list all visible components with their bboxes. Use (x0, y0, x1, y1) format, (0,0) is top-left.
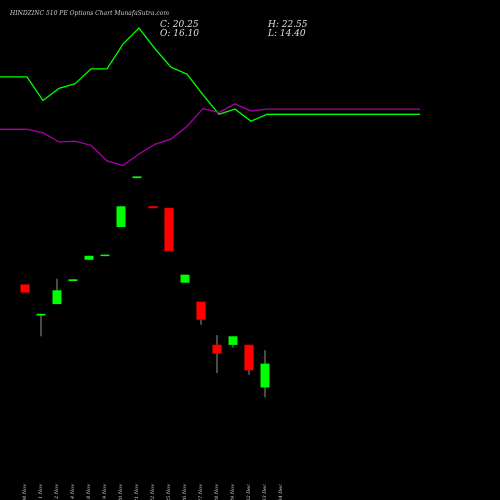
x-tick-label: 22 Nov (150, 484, 156, 500)
open-value: O: 16.10 (160, 29, 200, 39)
x-tick-label: 11 Nov (38, 484, 44, 500)
candle-body (52, 290, 62, 305)
x-tick-label: 08 Nov (22, 484, 28, 500)
candle-body (148, 206, 158, 209)
x-tick-label: 28 Nov (214, 484, 220, 500)
candle-body (84, 255, 94, 260)
x-tick-label: 26 Nov (182, 484, 188, 500)
x-tick-label: 12 Nov (54, 484, 60, 500)
x-tick-label: 29 Nov (230, 484, 236, 500)
high-value: H: 22.55 (268, 20, 308, 30)
chart-title: HINDZINC 510 PE Options Chart MunafaSutr… (10, 10, 170, 17)
candle-body (260, 363, 270, 388)
candle-body (116, 206, 126, 227)
x-tick-label: 18 Nov (86, 484, 92, 500)
x-tick-label: 20 Nov (118, 484, 124, 500)
x-tick-label: 04 Dec (278, 484, 284, 500)
x-tick-label: 19 Nov (102, 484, 108, 500)
x-tick-label: 14 Nov (70, 484, 76, 500)
candle-body (228, 336, 238, 345)
candle-body (68, 279, 78, 281)
candle-body (20, 284, 30, 293)
candle-body (244, 344, 254, 371)
x-tick-label: 27 Nov (198, 484, 204, 500)
candle-body (36, 313, 46, 316)
low-value: L: 14.40 (268, 29, 306, 39)
candle-body (196, 301, 206, 320)
candle-body (164, 207, 174, 252)
candle-body (212, 344, 222, 354)
close-value: C: 20.25 (160, 20, 199, 30)
lower-indicator-line (0, 103, 420, 167)
x-tick-label: 03 Dec (262, 484, 268, 500)
x-tick-label: 02 Dec (246, 484, 252, 500)
x-tick-label: 25 Nov (166, 484, 172, 500)
upper-indicator-line (0, 27, 420, 122)
candle-body (132, 176, 142, 179)
candle-body (180, 274, 190, 283)
x-tick-label: 21 Nov (134, 484, 140, 500)
candle-body (100, 254, 110, 257)
